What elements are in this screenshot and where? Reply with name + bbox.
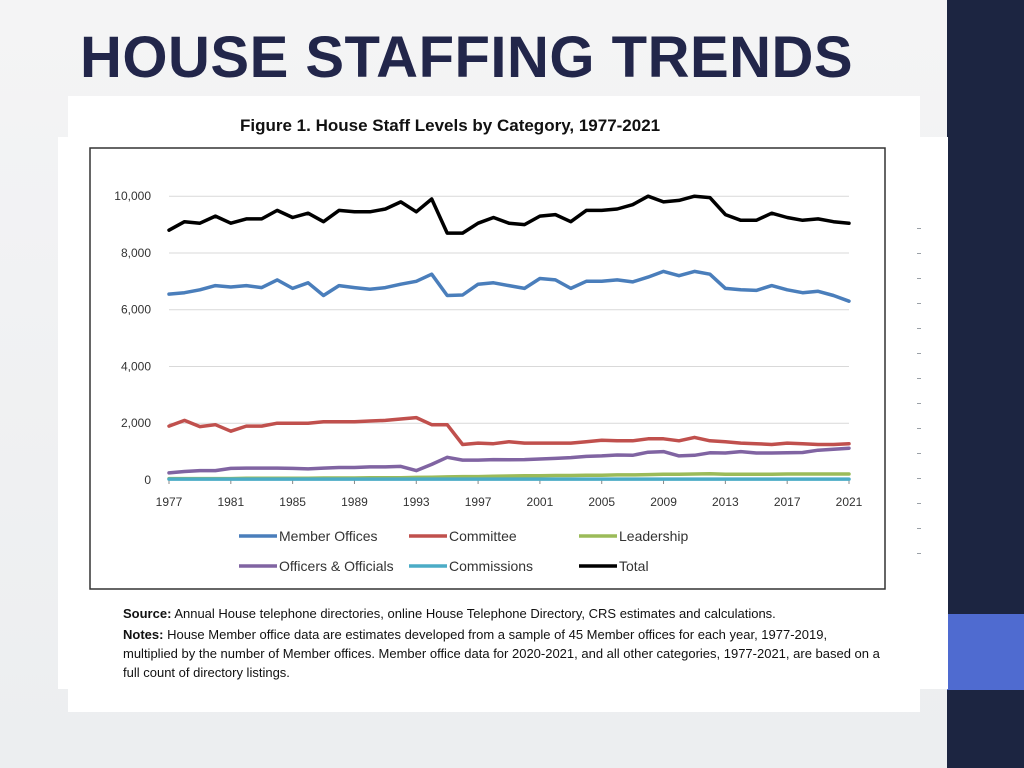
notes-line: Notes: House Member office data are esti…	[123, 625, 883, 682]
line-chart: 0 2,000 4,000 6,000 8,000 10,000 1977 1981 1985…	[89, 147, 886, 590]
legend-label: Committee	[449, 528, 517, 544]
slide-title: HOUSE STAFFING TRENDS	[80, 25, 854, 90]
source-line: Source: Annual House telephone directori…	[123, 604, 883, 623]
y-tick-label: 8,000	[121, 246, 151, 260]
legend-label: Total	[619, 558, 649, 574]
right-accent-block	[947, 614, 1024, 690]
x-tick-label: 1997	[465, 495, 492, 509]
x-tick-label: 1993	[403, 495, 430, 509]
figure-caption: Figure 1. House Staff Levels by Category…	[240, 116, 661, 135]
y-tick-label: 0	[144, 473, 151, 487]
x-axis-ticks: 1977 1981 1985 1989 1993 1997 2001 2005 2009 2013…	[156, 480, 863, 509]
source-label: Source:	[123, 606, 172, 621]
legend-label: Member Offices	[279, 528, 378, 544]
x-tick-label: 1977	[156, 495, 183, 509]
y-tick-label: 2,000	[121, 416, 151, 430]
y-tick-label: 4,000	[121, 359, 151, 373]
x-tick-label: 2001	[527, 495, 554, 509]
series-line-officers-officials	[167, 446, 851, 475]
notes-text: House Member office data are estimates d…	[123, 627, 880, 680]
legend: Member Offices Committee Leadership Officer…	[239, 528, 688, 574]
x-tick-label: 2017	[774, 495, 801, 509]
series-line-total	[167, 194, 851, 235]
y-tick-label: 6,000	[121, 303, 151, 317]
y-tick-label: 10,000	[114, 189, 151, 203]
series-line-member-offices	[167, 269, 851, 303]
x-tick-label: 1981	[217, 495, 244, 509]
slide-edge-marks	[917, 228, 925, 608]
legend-label: Leadership	[619, 528, 688, 544]
x-tick-label: 2021	[836, 495, 863, 509]
y-axis-ticks: 0 2,000 4,000 6,000 8,000 10,000	[114, 189, 151, 487]
series-line-committee	[167, 415, 851, 447]
source-text: Annual House telephone directories, onli…	[174, 606, 776, 621]
legend-label: Officers & Officials	[279, 558, 394, 574]
x-tick-label: 2013	[712, 495, 739, 509]
series-lines	[167, 194, 851, 481]
x-tick-label: 2009	[650, 495, 677, 509]
legend-label: Commissions	[449, 558, 533, 574]
x-tick-label: 2005	[588, 495, 615, 509]
notes-label: Notes:	[123, 627, 164, 642]
x-tick-label: 1985	[279, 495, 306, 509]
x-tick-label: 1989	[341, 495, 368, 509]
figure-notes: Source: Annual House telephone directori…	[123, 604, 883, 684]
